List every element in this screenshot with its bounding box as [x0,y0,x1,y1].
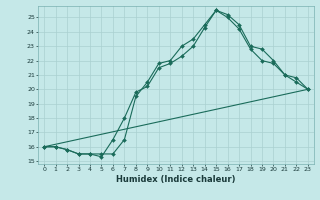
X-axis label: Humidex (Indice chaleur): Humidex (Indice chaleur) [116,175,236,184]
